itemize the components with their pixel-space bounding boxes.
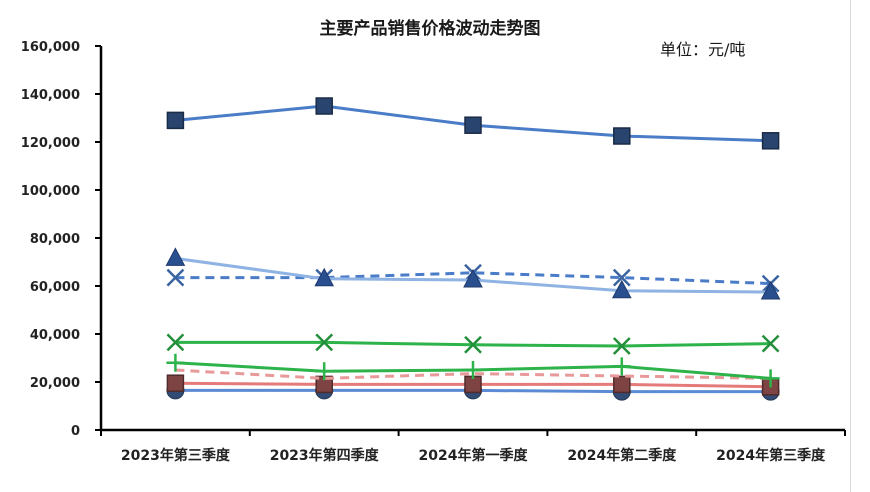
data-point-marker [761, 369, 780, 388]
data-point-marker [612, 357, 631, 376]
series-line [175, 271, 771, 286]
x-tick-label: 2023年第四季度 [270, 447, 380, 464]
y-tick-label: 0 [71, 424, 80, 439]
data-series [166, 353, 780, 388]
data-point-marker [463, 268, 483, 288]
x-tick-label: 2024年第二季度 [567, 447, 677, 464]
x-tick-label: 2024年第一季度 [419, 447, 529, 464]
data-point-marker [315, 97, 333, 115]
y-tick-label: 40,000 [30, 328, 80, 343]
data-point-marker [165, 247, 186, 266]
data-point-marker [166, 111, 185, 130]
y-tick-label: 100,000 [21, 184, 80, 199]
data-point-marker [611, 279, 632, 299]
data-point-marker [464, 361, 482, 379]
data-point-marker [166, 268, 185, 287]
data-series [165, 247, 781, 300]
data-point-marker [166, 333, 185, 352]
data-point-marker [315, 333, 334, 352]
series-line [175, 368, 771, 380]
data-point-marker [612, 337, 631, 355]
y-tick-label: 80,000 [30, 232, 80, 247]
data-series [166, 333, 780, 355]
y-tick-label: 140,000 [21, 88, 80, 103]
data-point-marker [613, 127, 631, 145]
data-series [166, 374, 780, 396]
data-point-marker [612, 268, 631, 287]
chart-title: 主要产品销售价格波动走势图 [320, 18, 541, 39]
y-tick-label: 120,000 [21, 136, 80, 151]
y-tick-label: 60,000 [30, 280, 80, 295]
y-tick-label: 160,000 [21, 40, 80, 55]
data-series [175, 368, 771, 380]
data-point-marker [314, 267, 335, 287]
x-tick-label: 2023年第三季度 [121, 447, 231, 464]
unit-label: 单位：元/吨 [660, 40, 745, 59]
data-point-marker [760, 280, 781, 300]
data-series [166, 97, 780, 150]
data-point-marker [613, 375, 631, 394]
data-point-marker [166, 353, 185, 372]
series-layer [165, 97, 781, 401]
axes: 0 20,000 40,000 60,000 80,000 100,000 120,000 1… [21, 40, 846, 464]
data-point-marker [761, 132, 780, 150]
x-tick-label: 2024年第三季度 [716, 447, 826, 464]
data-point-marker [464, 335, 482, 354]
data-point-marker [761, 334, 780, 353]
data-point-marker [166, 374, 185, 392]
data-point-marker [315, 362, 334, 381]
y-tick-label: 20,000 [30, 376, 80, 391]
data-point-marker [464, 116, 482, 134]
